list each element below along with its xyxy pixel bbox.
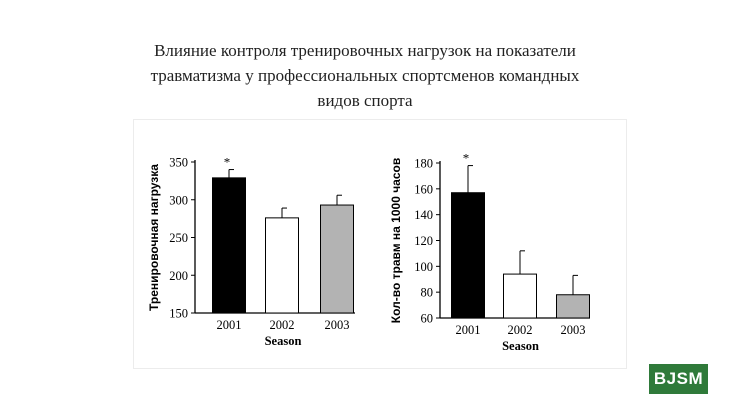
slide-title-line-1: Влияние контроля тренировочных нагрузок … (154, 41, 576, 60)
chart-2-y-tick-label-5: 160 (414, 182, 433, 196)
chart-1-x-tick-label-2003: 2003 (325, 318, 350, 332)
chart-2-y-tick-label-3: 120 (414, 234, 433, 248)
chart-1-y-tick-label-1: 200 (169, 269, 188, 283)
chart-2-bar-2001 (451, 192, 485, 319)
chart-2-y-tick-label-0: 60 (421, 312, 434, 326)
chart-1-bar-2001 (212, 177, 246, 314)
chart-2-y-tick-label-4: 140 (414, 208, 433, 222)
chart-2-annotation-0: * (463, 151, 470, 166)
slide-title-line-2: травматизма у профессиональных спортсмен… (150, 66, 580, 85)
chart-2-x-tick-label-2002: 2002 (508, 323, 533, 337)
chart-1-bar-2003 (320, 204, 354, 314)
chart-1-x-axis-label: Season (265, 334, 302, 348)
chart-1-y-tick-label-3: 300 (169, 193, 188, 207)
chart-1-y-tick-label-4: 350 (169, 156, 188, 170)
slide-title-line-3: видов спорта (317, 91, 413, 110)
chart-2-x-tick-label-2003: 2003 (561, 323, 586, 337)
chart-2-y-tick-label-1: 80 (421, 286, 434, 300)
chart-2-x-axis-label: Season (502, 339, 539, 353)
chart-2-bar-2003 (556, 294, 590, 319)
chart-1-y-axis-label: Тренировочная нагрузка (147, 164, 161, 311)
chart-1-annotation-0: * (224, 155, 231, 170)
chart-1-y-tick-label-0: 150 (169, 307, 188, 321)
chart-1-y-tick-label-2: 250 (169, 231, 188, 245)
chart-1-bar-2002 (265, 217, 299, 314)
slide-title: Влияние контроля тренировочных нагрузок … (0, 38, 730, 113)
chart-2-y-axis-label: Кол-во травм на 1000 часов (389, 158, 403, 323)
chart-2-bar-2002 (503, 273, 537, 319)
bjsm-logo: BJSM (649, 364, 708, 394)
chart-1-x-tick-label-2002: 2002 (270, 318, 295, 332)
chart-2-x-tick-label-2001: 2001 (456, 323, 481, 337)
chart-1-x-tick-label-2001: 2001 (217, 318, 242, 332)
chart-2-y-tick-label-2: 100 (414, 260, 433, 274)
chart-2-y-tick-label-6: 180 (414, 157, 433, 171)
